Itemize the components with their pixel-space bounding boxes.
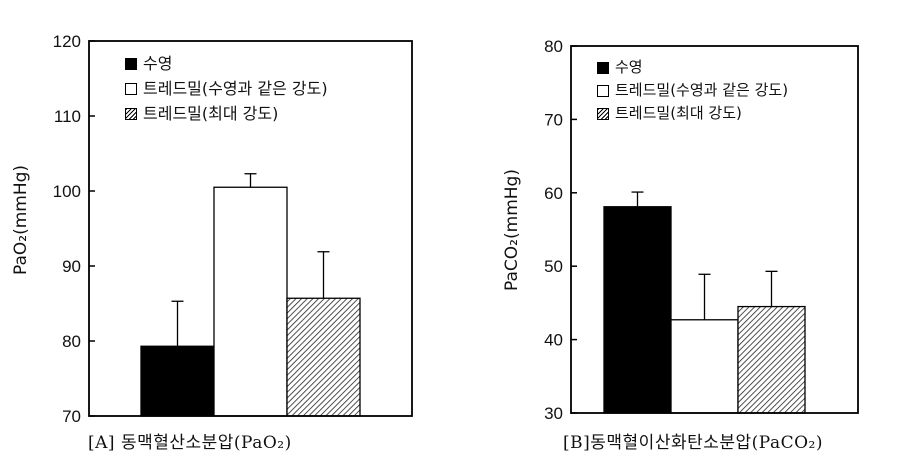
legend-label: 트레드밀(최대 강도) <box>143 104 279 123</box>
y-tick-label: 80 <box>62 332 81 351</box>
bar-1 <box>140 345 215 417</box>
bar-2 <box>670 319 739 414</box>
legend-label: 수영 <box>143 54 173 73</box>
y-tick-label: 120 <box>53 32 81 51</box>
y-tick-label: 90 <box>62 257 81 276</box>
open-swatch-icon <box>597 84 609 97</box>
solid-swatch-icon <box>125 57 137 70</box>
y-tick-label: 60 <box>544 184 563 203</box>
paco2-chart: 30 40 50 60 70 80 <box>544 37 859 423</box>
open-swatch-icon <box>125 82 137 95</box>
legend-label: 트레드밀(수영과 같은 강도) <box>143 79 328 98</box>
legend-item-swimming: 수영 <box>125 51 328 76</box>
bar-2 <box>213 186 288 417</box>
y-tick-label: 110 <box>54 107 81 126</box>
y-tick-label: 80 <box>544 37 563 56</box>
plot-frame <box>88 40 413 417</box>
y-tick-label: 70 <box>62 407 81 426</box>
y-tick-label: 40 <box>544 331 563 350</box>
hatched-swatch-icon <box>597 107 609 120</box>
chart-panel-paco2: 30 40 50 60 70 80 PaCO₂(mmHg) 수영 트레드밀(수영과 같은 … <box>450 0 900 461</box>
legend-item-treadmill-same: 트레드밀(수영과 같은 강도) <box>597 79 788 102</box>
hatched-swatch-icon <box>125 107 137 120</box>
bar-3 <box>737 305 806 414</box>
legend-label: 트레드밀(최대 강도) <box>615 104 742 122</box>
y-tick-label: 70 <box>544 110 563 129</box>
bar-3 <box>286 297 361 417</box>
legend: 수영 트레드밀(수영과 같은 강도) 트레드밀(최대 강도) <box>125 51 328 126</box>
legend-label: 트레드밀(수영과 같은 강도) <box>615 81 789 99</box>
chart-panel-pao2: 70 80 90 100 110 120 PaO₂(mmHg) 수영 트레드밀(수영과 같… <box>11 32 413 453</box>
plot-frame <box>570 45 859 414</box>
y-tick-label: 100 <box>53 182 81 201</box>
legend-item-treadmill-max: 트레드밀(최대 강도) <box>597 102 788 125</box>
y-axis-label: PaCO₂(mmHg) <box>502 169 522 291</box>
chart-caption: [B]동맥혈이산화탄소분압(PaCO₂) <box>563 433 823 453</box>
legend-item-treadmill-same: 트레드밀(수영과 같은 강도) <box>125 76 328 101</box>
chart-caption: [A] 동맥혈산소분압(PaO₂) <box>88 433 292 453</box>
y-tick-label: 50 <box>544 257 563 276</box>
bar-1 <box>603 206 672 414</box>
legend-label: 수영 <box>615 58 643 76</box>
legend-item-treadmill-max: 트레드밀(최대 강도) <box>125 101 328 126</box>
solid-swatch-icon <box>597 61 609 74</box>
y-axis-label: PaO₂(mmHg) <box>11 164 31 275</box>
legend-item-swimming: 수영 <box>597 56 788 79</box>
y-tick-label: 30 <box>544 404 563 423</box>
pao2-chart: 70 80 90 100 110 120 <box>53 32 413 426</box>
legend: 수영 트레드밀(수영과 같은 강도) 트레드밀(최대 강도) <box>597 56 788 125</box>
